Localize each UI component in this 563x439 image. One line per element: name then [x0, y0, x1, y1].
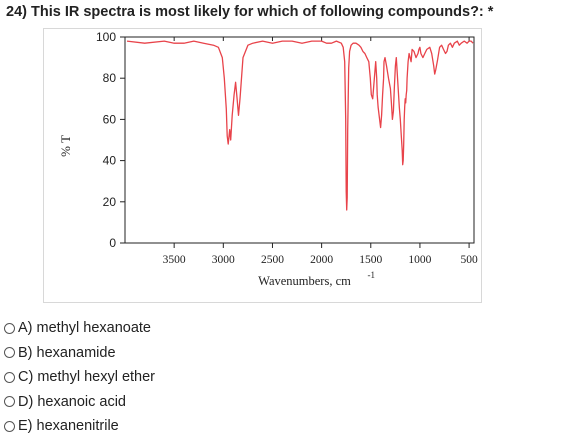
y-tick-label: 40	[103, 154, 117, 168]
option-d[interactable]: D) hexanoic acid	[4, 390, 155, 415]
radio-button-a[interactable]	[4, 322, 15, 334]
question-text: 24) This IR spectra is most likely for w…	[6, 4, 494, 20]
x-tick-label: 3500	[163, 254, 186, 266]
y-tick-label: 80	[103, 71, 117, 85]
answer-options: A) methyl hexanoate B) hexanamide C) met…	[4, 316, 155, 439]
ir-spectrum-chart: 0 20 40 60 80 100 3500 3000 2500 2000 1500 1000 500 W…	[58, 30, 478, 288]
x-tick-label: 2000	[310, 254, 333, 266]
radio-button-b[interactable]	[4, 347, 15, 359]
x-tick-label: 1000	[408, 254, 431, 266]
plot-frame	[124, 36, 475, 244]
x-axis-label: Wavenumbers, cm	[258, 274, 351, 288]
option-e[interactable]: E) hexanenitrile	[4, 414, 155, 439]
x-tick-label: 1500	[359, 254, 382, 266]
option-c-label: C) methyl hexyl ether	[18, 369, 155, 386]
y-axis-label: % T	[58, 135, 73, 157]
y-tick-label: 100	[96, 30, 116, 44]
radio-button-d[interactable]	[4, 396, 15, 408]
x-tick-label: 2500	[261, 254, 284, 266]
x-tick-label: 500	[460, 254, 478, 266]
radio-button-e[interactable]	[4, 420, 15, 432]
x-tick-label: 3000	[212, 254, 235, 266]
option-a[interactable]: A) methyl hexanoate	[4, 316, 155, 341]
radio-button-c[interactable]	[4, 371, 15, 383]
y-tick-label: 0	[109, 236, 116, 250]
option-a-label: A) methyl hexanoate	[18, 320, 151, 337]
option-b[interactable]: B) hexanamide	[4, 341, 155, 366]
x-axis-label-exponent: -1	[368, 270, 376, 280]
option-c[interactable]: C) methyl hexyl ether	[4, 365, 155, 390]
spectrum-line	[126, 40, 474, 211]
ir-spectrum-figure: 0 20 40 60 80 100 3500 3000 2500 2000 1500 1000 500 W…	[43, 28, 482, 303]
option-e-label: E) hexanenitrile	[18, 418, 119, 435]
y-tick-label: 20	[103, 195, 117, 209]
y-tick-label: 60	[103, 112, 117, 126]
option-b-label: B) hexanamide	[18, 344, 116, 361]
option-d-label: D) hexanoic acid	[18, 393, 126, 410]
